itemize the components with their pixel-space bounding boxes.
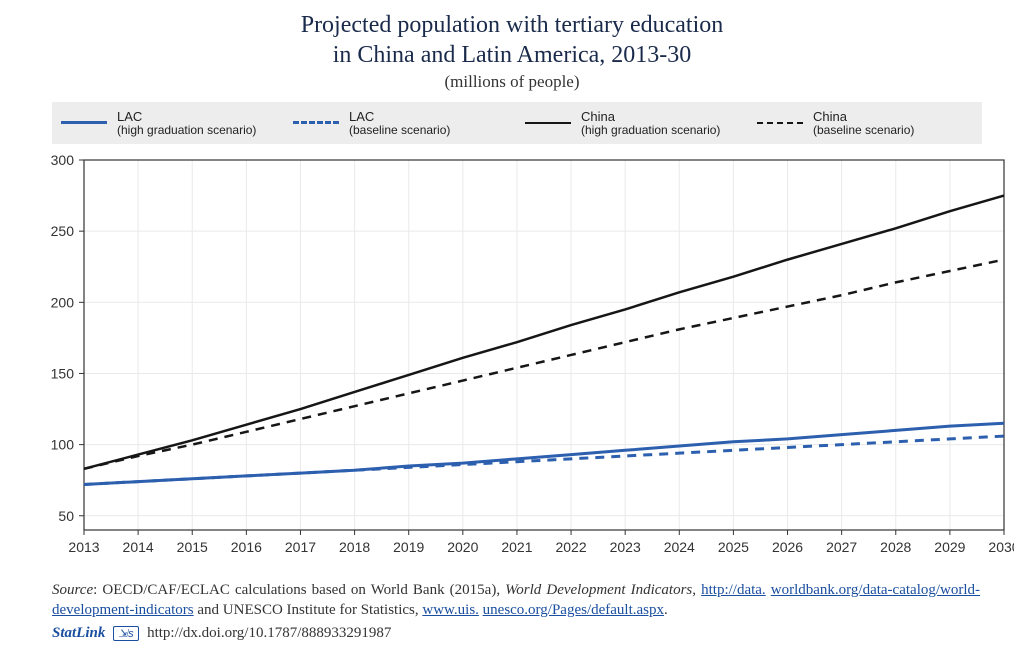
title-line-2: in China and Latin America, 2013-30 [24,40,1000,70]
title-line-1: Projected population with tertiary educa… [24,10,1000,40]
legend-item-3: China(baseline scenario) [749,110,981,136]
source-prefix: Source [52,582,93,598]
source-text-d: . [664,602,668,618]
chart-area: 50 100 150 200 250 300 2013 2014 2015 2016 2017 201… [24,150,990,570]
y-tick-label: 200 [51,294,75,310]
legend-label-sub-1: (baseline scenario) [349,124,450,137]
legend-swatch-2 [525,122,571,124]
x-tick-label: 2021 [501,539,532,555]
x-tick-label: 2019 [393,539,424,555]
source-citation: Source: OECD/CAF/ECLAC calculations base… [52,580,980,621]
x-tick-label: 2030 [988,539,1014,555]
x-tick-label: 2023 [610,539,641,555]
x-tick-label: 2024 [664,539,695,555]
x-tick-label: 2016 [231,539,262,555]
source-italic: World Development Indicators [505,582,692,598]
source-text-c: and UNESCO Institute for Statistics, [194,602,423,618]
y-tick-label: 250 [51,223,75,239]
x-tick-label: 2027 [826,539,857,555]
legend-label-sub-2: (high graduation scenario) [581,124,720,137]
legend-label-top-3: China [813,110,914,124]
y-tick-label: 150 [51,365,75,381]
legend-item-0: LAC(high graduation scenario) [53,110,285,136]
x-tick-label: 2014 [123,539,154,555]
y-tick-label: 300 [51,152,75,168]
statlink-label: StatLink [52,625,105,642]
source-link-1a[interactable]: http://data. [701,582,766,598]
x-tick-label: 2029 [934,539,965,555]
x-tick-label: 2020 [447,539,478,555]
legend-label-top-0: LAC [117,110,256,124]
x-tick-label: 2015 [177,539,208,555]
series-line-2 [84,196,1004,469]
legend-swatch-0 [61,121,107,124]
x-tick-label: 2025 [718,539,749,555]
statlink-url[interactable]: http://dx.doi.org/10.1787/888933291987 [147,625,391,642]
source-text-b: , [692,582,701,598]
x-tick-label: 2028 [880,539,911,555]
chart-container: Projected population with tertiary educa… [0,0,1024,671]
title-block: Projected population with tertiary educa… [24,10,1000,92]
x-tick-label: 2017 [285,539,316,555]
x-tick-label: 2026 [772,539,803,555]
legend-item-2: China(high graduation scenario) [517,110,749,136]
legend-label-top-2: China [581,110,720,124]
x-tick-label: 2013 [68,539,99,555]
x-tick-label: 2022 [555,539,586,555]
statlink-row: StatLink ⇲s http://dx.doi.org/10.1787/88… [52,625,980,642]
legend-item-1: LAC(baseline scenario) [285,110,517,136]
line-chart: 50 100 150 200 250 300 2013 2014 2015 2016 2017 201… [24,150,1014,570]
y-tick-label: 100 [51,437,75,453]
legend: LAC(high graduation scenario)LAC(baselin… [52,102,982,144]
statlink-icon: ⇲s [113,626,139,641]
subtitle: (millions of people) [24,72,1000,92]
legend-label-sub-3: (baseline scenario) [813,124,914,137]
source-link-2a[interactable]: www.uis. [422,602,479,618]
legend-swatch-1 [293,121,339,124]
source-text-a: : OECD/CAF/ECLAC calculations based on W… [93,582,505,598]
source-link-2b[interactable]: unesco.org/Pages/default.aspx [483,602,664,618]
legend-swatch-3 [757,122,803,124]
y-tick-label: 50 [58,508,74,524]
x-tick-label: 2018 [339,539,370,555]
legend-label-sub-0: (high graduation scenario) [117,124,256,137]
legend-label-top-1: LAC [349,110,450,124]
series-line-3 [84,260,1004,469]
